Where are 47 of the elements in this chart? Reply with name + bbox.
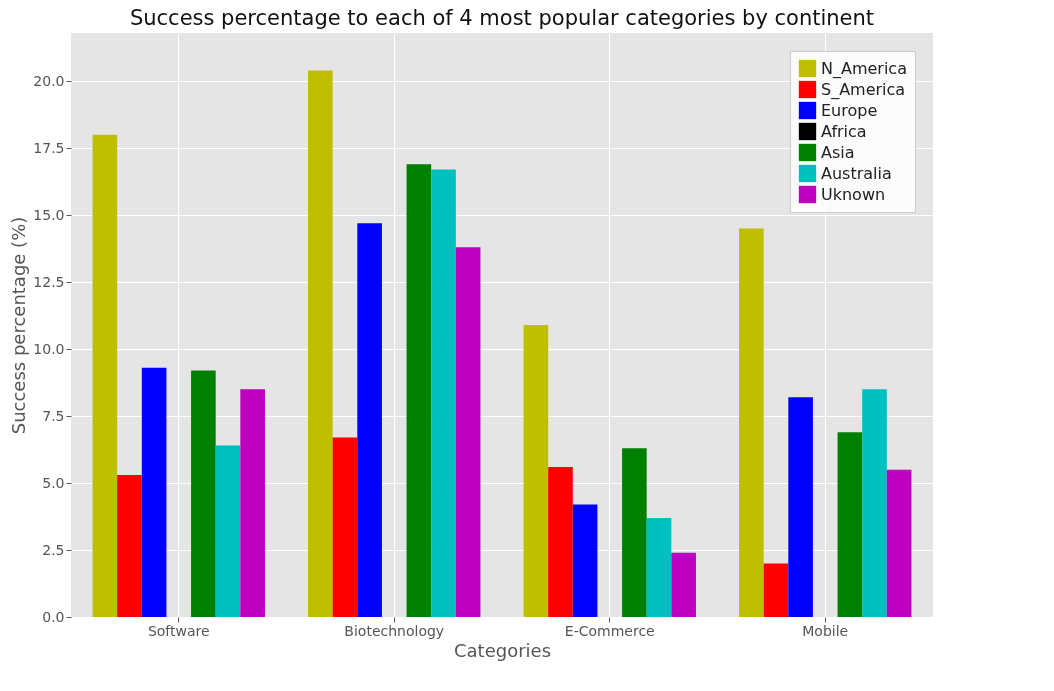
bar (215, 445, 241, 617)
x-tick-label: Biotechnology (344, 622, 445, 639)
bar (572, 504, 598, 617)
y-tick-label: 5.0 (42, 474, 65, 491)
y-tick-label: 12.5 (33, 273, 65, 290)
legend-label: S_America (821, 79, 906, 100)
bar (308, 70, 333, 617)
bar (431, 169, 456, 617)
y-tick-label: 2.5 (42, 541, 65, 558)
y-tick-label: 17.5 (33, 139, 65, 156)
bar (862, 389, 887, 617)
bar (191, 370, 216, 617)
legend-label: Africa (821, 121, 867, 141)
x-axis-title: Categories (453, 639, 552, 661)
y-tick-label: 10.0 (33, 340, 65, 357)
bar (837, 432, 863, 617)
bar (646, 517, 672, 617)
bar (240, 389, 265, 617)
legend-label: Uknown (821, 184, 886, 204)
bar (117, 475, 142, 617)
y-tick-label: 15.0 (33, 206, 65, 223)
bar (332, 437, 358, 617)
y-axis-title: Success percentage (%) (8, 216, 30, 435)
bar (788, 397, 813, 617)
x-tick-label: Mobile (802, 622, 849, 639)
bar (763, 563, 789, 617)
bar (671, 552, 696, 617)
y-tick-label: 7.5 (42, 407, 65, 424)
bar (92, 134, 118, 617)
bar (886, 469, 912, 617)
x-tick-label: Software (147, 622, 210, 639)
bar (357, 223, 382, 617)
bar (141, 367, 167, 617)
bar (455, 247, 481, 617)
y-tick-label: 20.0 (33, 72, 65, 89)
y-tick-label: 0.0 (42, 608, 65, 625)
bar (523, 325, 549, 617)
bar (406, 164, 432, 617)
legend-label: Europe (821, 100, 878, 120)
x-tick-label: E-Commerce (564, 622, 655, 639)
legend-label: Australia (821, 163, 892, 183)
bar (739, 228, 764, 617)
bar (548, 466, 573, 617)
chart-title: Success percentage to each of 4 most popular categories by continent (129, 6, 875, 30)
legend-label: Asia (821, 142, 855, 162)
bar (622, 448, 647, 617)
legend-label: N_America (821, 58, 907, 79)
